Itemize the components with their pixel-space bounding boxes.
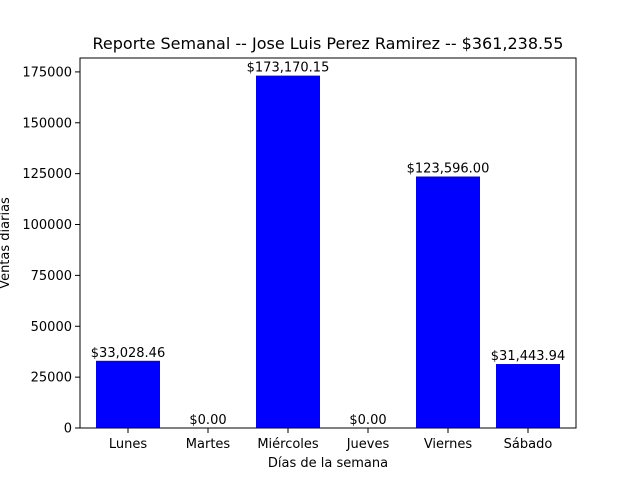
y-tick-label: 75000 bbox=[31, 269, 72, 284]
bar-value-label: $0.00 bbox=[189, 413, 226, 428]
y-tick-label: 175000 bbox=[22, 65, 72, 80]
y-tick-label: 0 bbox=[64, 422, 72, 437]
bar-value-label: $173,170.15 bbox=[247, 61, 330, 76]
y-axis: 0 25000 50000 75000 100000 125000 150000 175000 bbox=[22, 65, 80, 437]
bar-value-label: $31,443.94 bbox=[491, 349, 565, 364]
x-tick-label: Sábado bbox=[504, 437, 553, 452]
chart-title: Reporte Semanal -- Jose Luis Perez Ramir… bbox=[93, 34, 564, 53]
y-axis-label: Ventas diarias bbox=[0, 197, 13, 289]
bar bbox=[496, 364, 560, 428]
bar-labels: $33,028.46 $0.00 $173,170.15 $0.00 $123,596.… bbox=[91, 61, 565, 428]
plot-frame bbox=[79, 57, 577, 429]
y-tick-label: 50000 bbox=[31, 320, 72, 335]
y-tick-label: 125000 bbox=[22, 167, 72, 182]
plot-area bbox=[80, 58, 576, 428]
x-tick-label: Martes bbox=[186, 437, 231, 452]
bar-value-label: $0.00 bbox=[349, 413, 386, 428]
x-tick-label: Viernes bbox=[424, 437, 473, 452]
bar-value-label: $123,596.00 bbox=[407, 162, 490, 177]
x-tick-label: Miércoles bbox=[257, 437, 319, 452]
x-tick-label: Jueves bbox=[346, 437, 390, 452]
bar bbox=[256, 75, 320, 429]
x-axis-label: Días de la semana bbox=[268, 456, 388, 471]
bar bbox=[416, 176, 480, 428]
y-tick-label: 100000 bbox=[22, 218, 72, 233]
bar-value-label: $33,028.46 bbox=[91, 346, 165, 361]
bar bbox=[96, 360, 160, 428]
x-tick-label: Lunes bbox=[109, 437, 147, 452]
y-tick-label: 150000 bbox=[22, 116, 72, 131]
x-axis: Lunes Martes Miércoles Jueves Viernes Sábado bbox=[109, 428, 552, 452]
y-tick-label: 25000 bbox=[31, 371, 72, 386]
plot-background bbox=[80, 58, 576, 428]
bars bbox=[96, 75, 560, 429]
